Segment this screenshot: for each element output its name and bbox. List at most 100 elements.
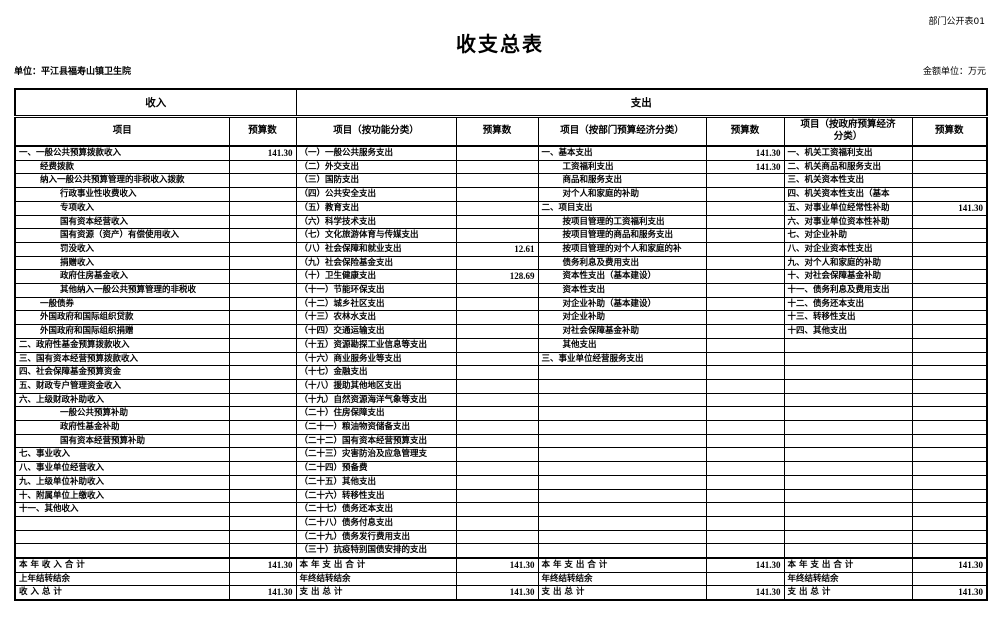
income-value-cell [228,337,297,353]
dept-econ-value-cell [705,255,785,271]
gov-econ-item-cell [783,474,913,490]
dept-econ-item-cell [537,543,707,559]
table-row-1: 一、一般公共预算拨款收入 141.30 （一）一般公共服务支出 一、基本支出 141.3… [14,145,988,161]
table-row-14: 外国政府和国际组织捐赠 （十四）交通运输支出 对社会保障基金补助 十四、其他支出 [14,324,988,339]
dept-econ-value-cell [705,228,785,243]
gov-econ-value-cell [911,378,988,394]
dept-econ-value-cell [705,351,785,367]
gov-econ-item-cell [783,378,913,394]
gov-econ-item-cell: 五、对事业单位经常性补助 [783,200,913,216]
income-item-cell: 专项收入 [14,200,230,216]
func-item-cell: （二十七）债务还本支出 [295,502,457,517]
dept-econ-value-cell [705,529,785,545]
column-header-3: 预算数 [455,115,539,147]
income-value-cell [228,488,297,504]
dept-econ-item-cell [537,474,707,490]
table-row-8: 罚没收入 （八）社会保障和就业支出 12.61 按项目管理的对个人和家庭的补 八、对企业… [14,241,988,257]
income-value-cell [228,159,297,175]
income-value-cell [228,324,297,339]
func-item-cell: （一）一般公共服务支出 [295,145,457,161]
column-header-6: 项目（按政府预算经济 分类） [783,115,913,147]
unit-label: 单位：平江县福寿山镇卫生院 [14,67,132,77]
income-total-value-cell: 141.30 [228,585,297,601]
gov-econ-value-cell [911,214,988,230]
page-title: 收支总表 [456,32,544,56]
dept-econ-item-cell: 按项目管理的商品和服务支出 [537,228,707,243]
income-value-cell [228,543,297,559]
income-value-cell [228,214,297,230]
dept-econ-item-cell: 一、基本支出 [537,145,707,161]
gov-econ-value-cell [911,433,988,449]
income-item-cell: 政府性基金补助 [14,420,230,435]
gov-econ-value-cell [911,420,988,435]
dept-econ-value-cell [705,502,785,517]
expense-group-header: 支出 [295,88,988,118]
income-item-cell: 五、财政专户管理资金收入 [14,378,230,394]
dept-econ-item-cell: 商品和服务支出 [537,173,707,189]
func-value-cell [455,187,539,202]
func-item-cell: （十一）节能环保支出 [295,283,457,298]
income-item-cell: 国有资本经营收入 [14,214,230,230]
func-value-cell [455,488,539,504]
table-row-15: 二、政府性基金预算拨款收入 （十五）资源勘探工业信息等支出 其他支出 [14,337,988,353]
dept-econ-item-cell: 按项目管理的对个人和家庭的补 [537,241,707,257]
table-row-30: （三十）抗疫特别国债安排的支出 [14,543,988,559]
income-value-cell [228,200,297,216]
dept-econ-value-cell [705,296,785,312]
func-total-value-cell [455,571,539,587]
table-row-27: 十一、其他收入 （二十七）债务还本支出 [14,502,988,517]
gov-econ-value-cell [911,406,988,422]
table-row-16: 三、国有资本经营预算拨款收入 （十六）商业服务业等支出 三、事业单位经营服务支出 [14,351,988,367]
dept-econ-item-cell: 按项目管理的工资福利支出 [537,214,707,230]
func-value-cell: 12.61 [455,241,539,257]
func-item-cell: （十六）商业服务业等支出 [295,351,457,367]
income-total-label-cell: 上年结转结余 [14,571,230,587]
income-value-cell [228,269,297,285]
gov-econ-value-cell [911,529,988,545]
dept-econ-item-cell [537,433,707,449]
dept-econ-item-cell: 对企业补助 [537,310,707,326]
table-row-6: 国有资本经营收入 （六）科学技术支出 按项目管理的工资福利支出 六、对事业单位资本性补… [14,214,988,230]
func-item-cell: （二）外交支出 [295,159,457,175]
total-row-3: 收 入 总 计 141.30 支 出 总 计 141.30 支 出 总 计 141.30 支… [14,585,988,601]
dept-econ-item-cell [537,447,707,463]
dept-econ-value-cell [705,365,785,380]
dept-econ-value-cell [705,214,785,230]
income-item-cell: 一般公共预算补助 [14,406,230,422]
income-total-label-cell: 收 入 总 计 [14,585,230,601]
income-item-cell: 十一、其他收入 [14,502,230,517]
dept-econ-value-cell [705,173,785,189]
dept-econ-item-cell: 其他支出 [537,337,707,353]
dept-econ-item-cell: 对个人和家庭的补助 [537,187,707,202]
func-item-cell: （六）科学技术支出 [295,214,457,230]
func-item-cell: （二十二）国有资本经营预算支出 [295,433,457,449]
func-total-label-cell: 支 出 总 计 [295,585,457,601]
dept-econ-item-cell: 债务利息及费用支出 [537,255,707,271]
func-item-cell: （十五）资源勘探工业信息等支出 [295,337,457,353]
dept-econ-item-cell: 工资福利支出 [537,159,707,175]
table-row-17: 四、社会保障基金预算资金 （十七）金融支出 [14,365,988,380]
gov-econ-value-cell [911,145,988,161]
gov-econ-item-cell [783,365,913,380]
table-row-12: 一般债券 （十二）城乡社区支出 对企业补助（基本建设） 十二、债务还本支出 [14,296,988,312]
dept-econ-value-cell [705,392,785,408]
func-item-cell: （二十九）债务发行费用支出 [295,529,457,545]
func-item-cell: （三）国防支出 [295,173,457,189]
table-row-24: 八、事业单位经营收入 （二十四）预备费 [14,461,988,476]
func-total-label-cell: 年终结转结余 [295,571,457,587]
func-value-cell [455,433,539,449]
gov-econ-value-cell [911,255,988,271]
gov-econ-value-cell [911,543,988,559]
func-value-cell [455,228,539,243]
func-value-cell [455,365,539,380]
income-item-cell [14,515,230,531]
dept-econ-value-cell [705,433,785,449]
total-row-1: 本 年 收 入 合 计 141.30 本 年 支 出 合 计 141.30 本 年 支 … [14,557,988,573]
income-item-cell [14,529,230,545]
gov-econ-item-cell [783,337,913,353]
table-row-23: 七、事业收入 （二十三）灾害防治及应急管理支 [14,447,988,463]
func-value-cell [455,337,539,353]
column-header-2: 项目（按功能分类） [295,115,457,147]
dept-econ-value-cell [705,543,785,559]
func-item-cell: （九）社会保险基金支出 [295,255,457,271]
